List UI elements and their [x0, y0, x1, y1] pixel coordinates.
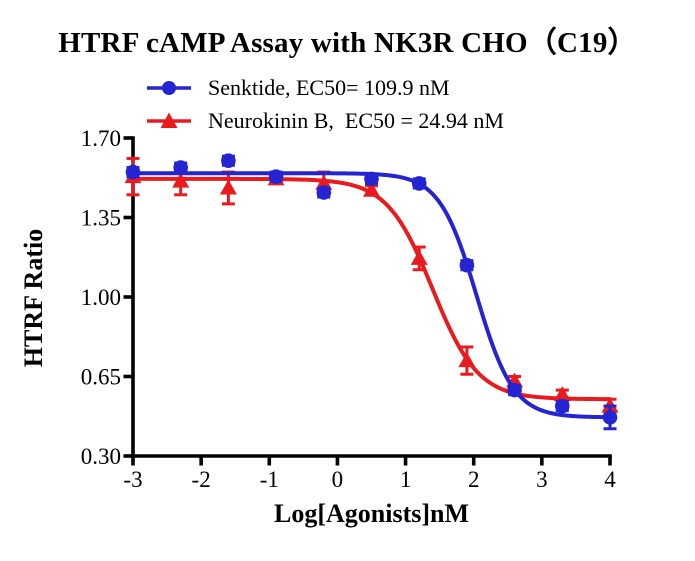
data-point-senktide	[507, 382, 522, 398]
y-axis-label: HTRF Ratio	[19, 228, 48, 368]
data-point-neurokinin-b	[219, 179, 237, 195]
data-point-senktide	[411, 176, 427, 191]
x-tick-label: -1	[260, 467, 279, 492]
neurokinin-b-triangle-marker-icon	[147, 112, 191, 128]
fit-curve-neurokinin-b	[131, 176, 612, 402]
data-point-senktide	[316, 185, 332, 200]
data-point-neurokinin-b	[172, 172, 190, 188]
x-tick-label: 1	[400, 467, 412, 492]
data-point-senktide	[173, 160, 188, 175]
legend-item-senktide: Senktide, EC50= 109.9 nM	[146, 75, 504, 101]
x-tick-label: -3	[123, 467, 142, 492]
chart-legend: Senktide, EC50= 109.9 nM Neurokinin B, E…	[146, 75, 504, 141]
legend-label-neurokinin-b: Neurokinin B, EC50 = 24.94 nM	[208, 108, 504, 133]
chart-title: HTRF cAMP Assay with NK3R CHO（C19）	[58, 27, 637, 59]
data-point-senktide	[555, 398, 570, 414]
y-tick-label: 1.70	[81, 126, 121, 151]
legend-label-senktide: Senktide, EC50= 109.9 nM	[208, 75, 450, 100]
data-point-neurokinin-b	[458, 352, 476, 368]
x-tick-label: -2	[192, 467, 211, 492]
x-tick-label: 4	[604, 467, 616, 492]
data-point-senktide	[221, 153, 236, 169]
x-tick-label: 3	[536, 467, 548, 492]
data-point-senktide	[459, 257, 475, 273]
data-point-neurokinin-b	[410, 249, 428, 265]
y-tick-label: 0.30	[81, 444, 121, 469]
fit-curve-senktide	[131, 171, 612, 420]
series-neurokinin-b	[124, 156, 619, 415]
legend-triangle	[160, 112, 178, 128]
data-point-senktide	[602, 410, 618, 425]
data-point-neurokinin-b	[315, 174, 333, 190]
legend-item-neurokinin-b: Neurokinin B, EC50 = 24.94 nM	[146, 108, 504, 134]
y-tick-label: 1.35	[81, 206, 121, 231]
series-senktide	[125, 153, 618, 431]
data-point-senktide	[364, 171, 379, 187]
x-tick-label: 0	[332, 467, 344, 492]
data-point-neurokinin-b	[363, 181, 380, 197]
y-tick-label: 1.00	[81, 285, 121, 310]
data-point-senktide	[268, 169, 284, 184]
x-axis-label: Log[Agonists]nM	[273, 499, 469, 528]
senktide-circle-marker-icon	[147, 81, 191, 95]
x-tick-label: 2	[468, 467, 480, 492]
data-point-senktide	[125, 164, 141, 180]
legend-circle	[162, 81, 176, 95]
y-tick-label: 0.65	[81, 365, 121, 390]
data-point-neurokinin-b	[553, 386, 571, 402]
